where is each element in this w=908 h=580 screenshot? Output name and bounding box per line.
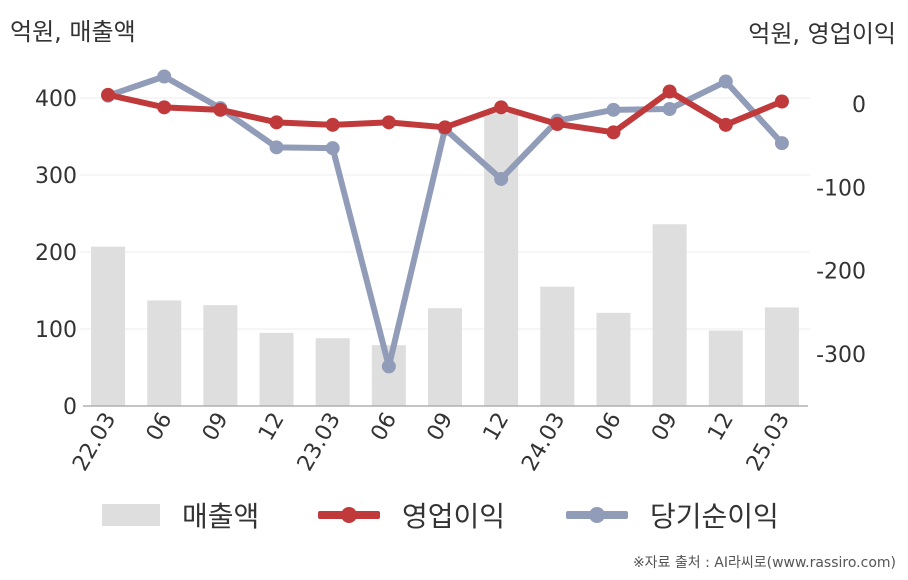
revenue-bar: [203, 305, 238, 406]
revenue-bars: [91, 113, 799, 407]
net-income-point: [718, 74, 733, 89]
revenue-bar: [540, 286, 575, 406]
x-tick-label: 25.03: [742, 409, 795, 476]
legend-item-net: 당기순이익: [566, 490, 779, 540]
right-tick-label: -100: [816, 176, 866, 201]
right-tick-label: -300: [816, 343, 866, 368]
left-tick-label: 300: [35, 164, 77, 189]
x-tick-label: 12: [479, 408, 515, 445]
right-tick-label: 0: [852, 93, 866, 118]
net-income-point: [381, 359, 396, 374]
operating-income-point: [381, 115, 396, 130]
x-tick-label: 06: [366, 409, 402, 446]
operating-income-point: [774, 94, 789, 109]
source-credit: ※자료 출처 : AI라씨로(www.rassiro.com): [632, 555, 896, 571]
legend-label-operating: 영업이익: [402, 500, 506, 533]
left-axis-ticks: 0 100 200 300 400: [35, 87, 77, 420]
net-income-point: [157, 69, 172, 84]
x-tick-label: 09: [647, 409, 683, 446]
x-tick-label: 12: [703, 409, 739, 446]
right-axis-unit: 억원, 영업이익: [748, 20, 896, 48]
x-tick-label: 12: [254, 409, 290, 446]
legend-swatch-net: [566, 504, 628, 526]
left-tick-label: 200: [35, 241, 77, 266]
left-tick-label: 400: [35, 87, 77, 112]
x-tick-label: 06: [142, 409, 178, 446]
legend-item-operating: 영업이익: [318, 490, 505, 540]
legend-label-revenue: 매출액: [182, 500, 260, 533]
revenue-bar: [596, 312, 631, 406]
net-income-point: [325, 141, 340, 156]
x-tick-label: 09: [198, 409, 234, 446]
revenue-bar: [764, 307, 799, 406]
left-tick-label: 100: [35, 318, 77, 343]
revenue-bar: [147, 300, 182, 406]
operating-income-point: [101, 87, 116, 102]
x-tick-label: 09: [423, 409, 459, 446]
revenue-bar: [708, 330, 743, 406]
operating-income-point: [213, 102, 228, 117]
legend-label-net: 당기순이익: [650, 500, 779, 533]
revenue-bar: [428, 308, 462, 406]
x-tick-label: 06: [591, 409, 627, 446]
net-income-point: [774, 136, 789, 151]
revenue-bar: [259, 332, 294, 406]
x-tick-label: 24.03: [517, 409, 570, 476]
net-income-point: [494, 171, 509, 186]
operating-income-point: [438, 120, 452, 135]
operating-income-point: [718, 117, 733, 132]
net-income-point: [662, 101, 677, 116]
right-axis-ticks: -300 -200 -100 0: [816, 93, 866, 368]
left-tick-label: 0: [63, 395, 77, 420]
revenue-bar: [91, 246, 126, 406]
left-axis-unit: 억원, 매출액: [10, 18, 136, 46]
legend: 매출액 영업이익 당기순이익: [0, 490, 908, 540]
legend-item-revenue: 매출액: [102, 490, 259, 540]
operating-income-point: [606, 125, 621, 140]
legend-swatch-operating: [318, 504, 380, 526]
x-tick-label: 23.03: [293, 409, 346, 476]
legend-swatch-revenue: [102, 504, 160, 526]
net-income-point: [269, 140, 284, 155]
revenue-bar: [652, 224, 687, 406]
right-tick-label: -200: [816, 260, 866, 285]
operating-income-point: [662, 84, 677, 99]
operating-income-line: [101, 84, 789, 140]
net-income-point: [606, 102, 621, 117]
operating-income-point: [550, 116, 565, 131]
operating-income-point: [269, 115, 284, 130]
revenue-bar: [315, 338, 350, 406]
x-axis-ticks: 22.03 06 09 12 23.03 06 09 12 24.03 06 09 12 25.03: [68, 408, 795, 475]
operating-income-point: [157, 100, 172, 115]
operating-income-point: [325, 117, 340, 132]
revenue-bar: [484, 113, 519, 407]
operating-income-point: [494, 100, 509, 115]
